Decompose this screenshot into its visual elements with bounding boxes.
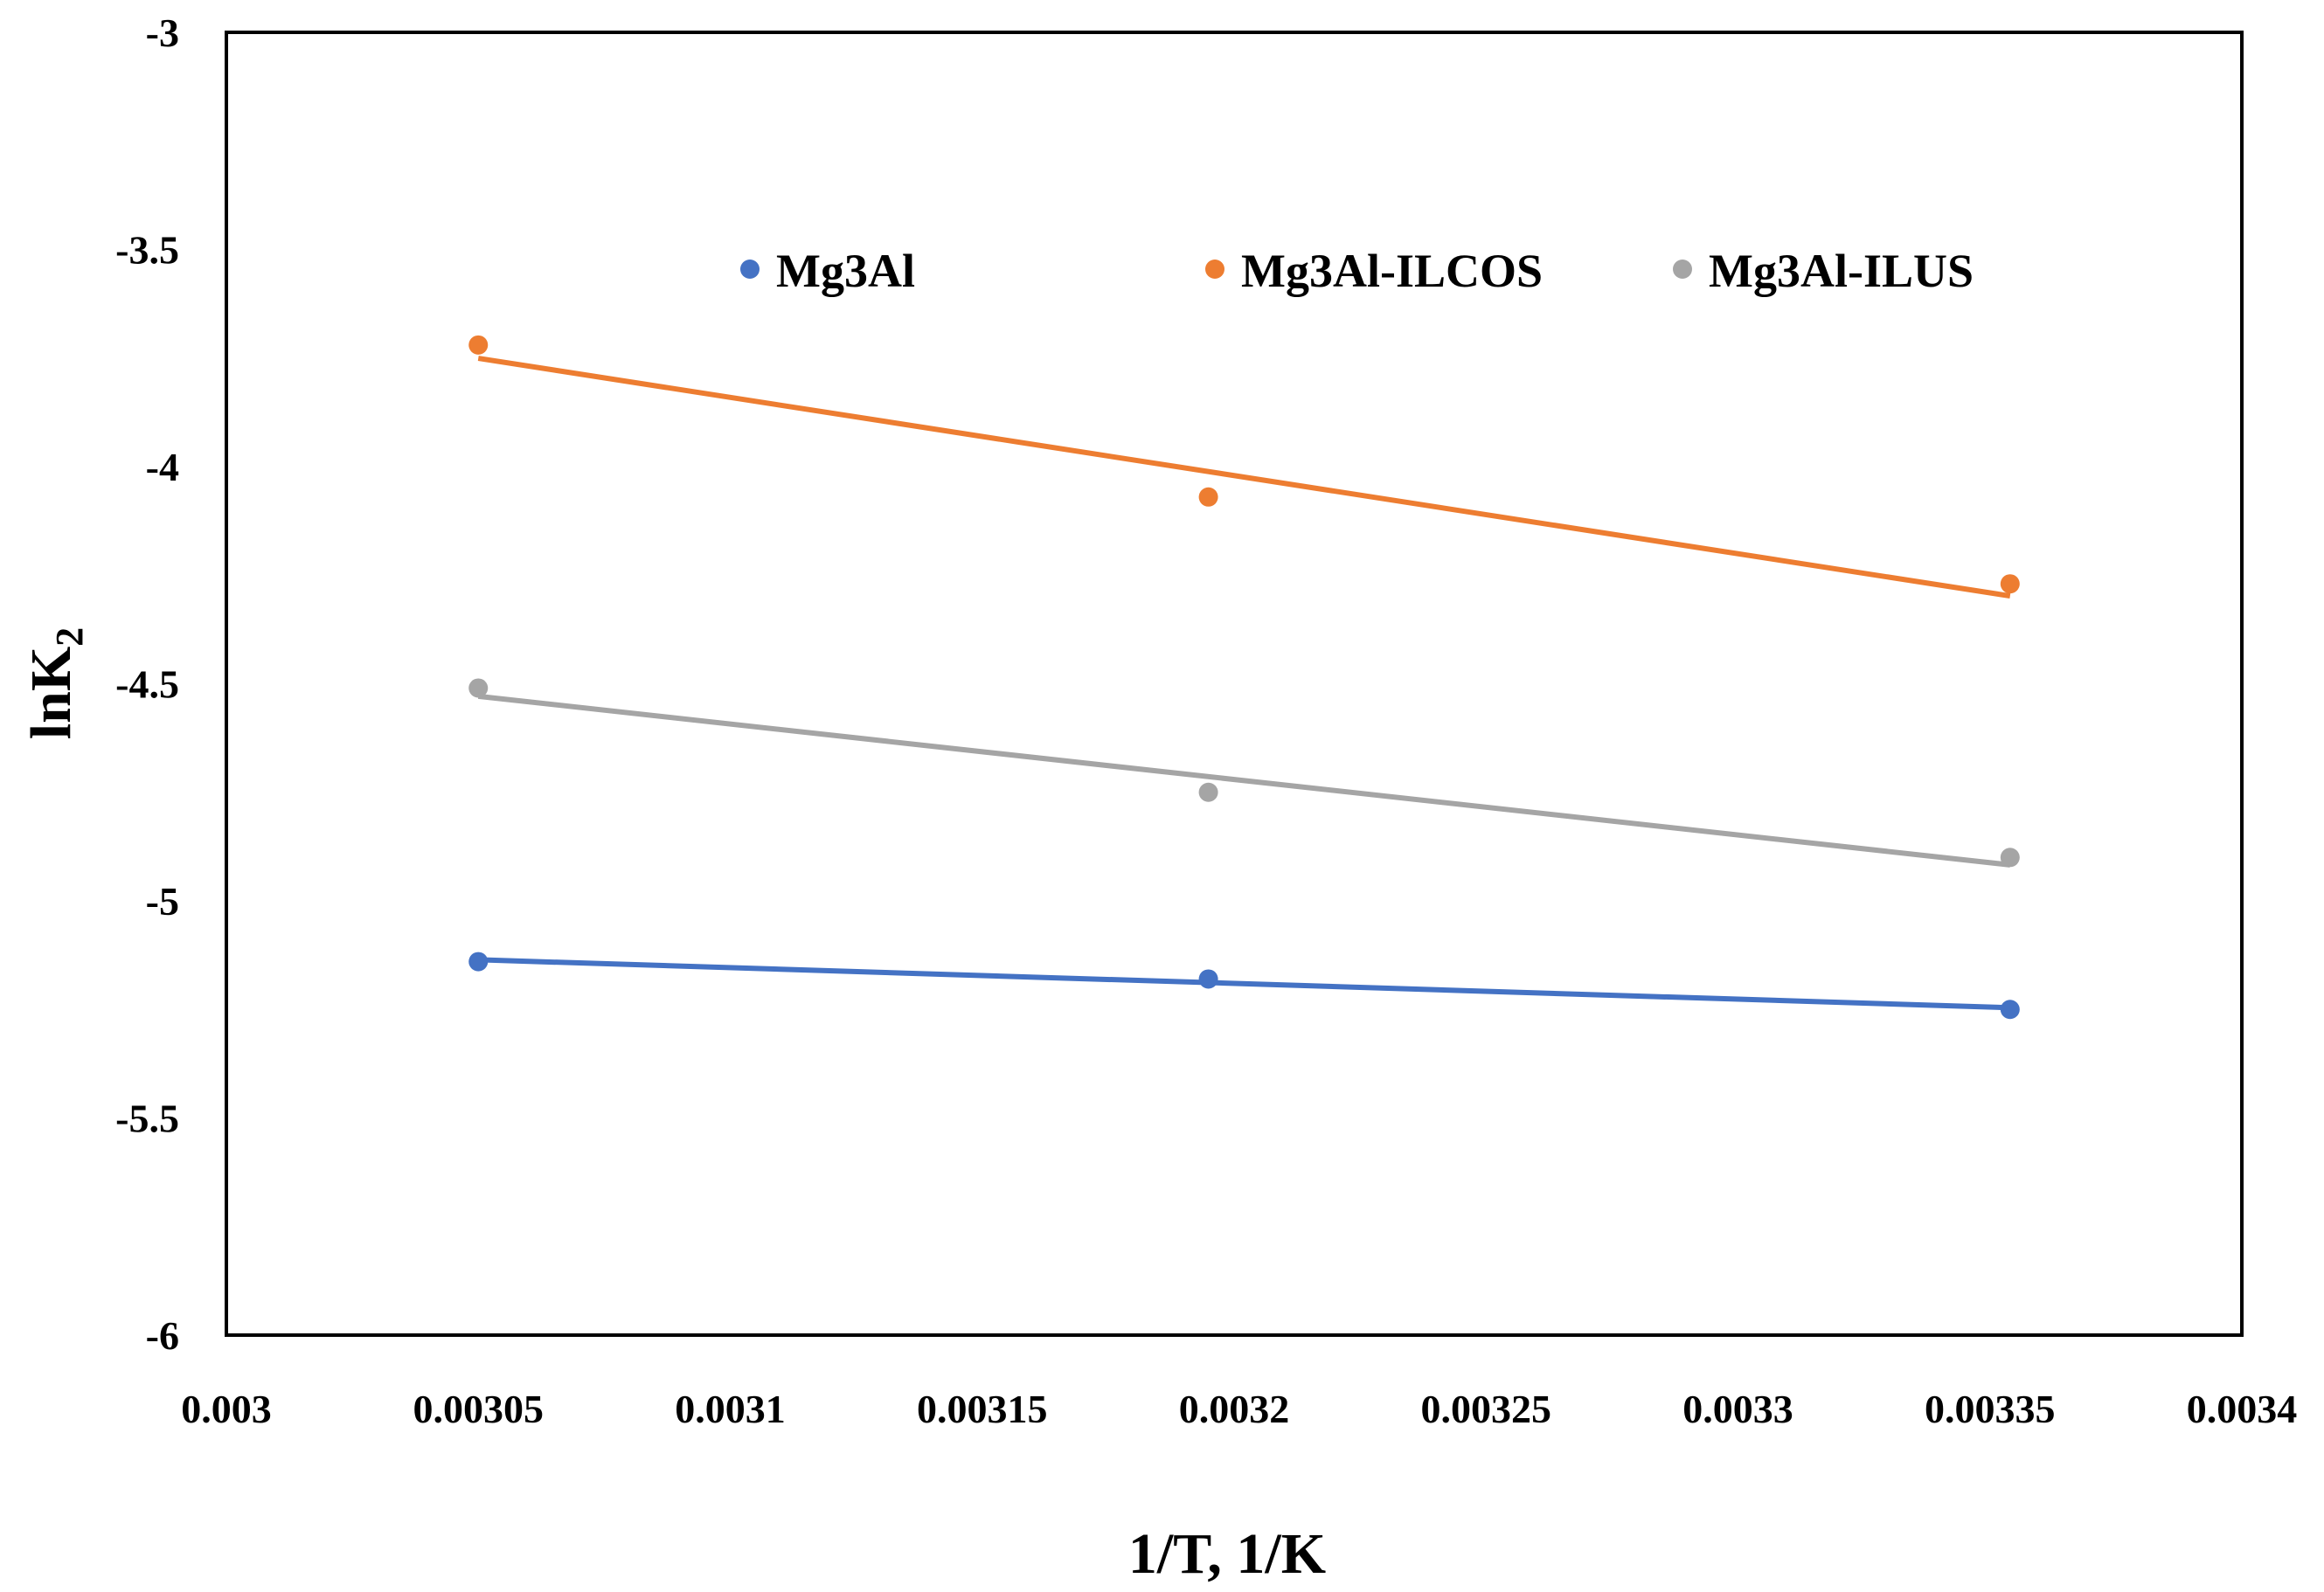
x-tick-label: 0.00305 (413, 1387, 545, 1431)
x-tick-label: 0.0034 (2187, 1387, 2298, 1431)
y-axis-title-main: lnK (19, 647, 83, 739)
y-tick-label: -3.5 (115, 228, 179, 273)
data-point (468, 335, 489, 355)
data-point (1198, 487, 1218, 507)
data-point (2000, 848, 2020, 868)
legend-label: Mg3Al (776, 245, 915, 297)
x-tick-label: 0.0032 (1179, 1387, 1290, 1431)
legend: Mg3Al Mg3Al-ILCOS Mg3Al-ILUS (740, 245, 1974, 297)
y-tick-label: -4 (146, 445, 179, 489)
y-axis-title-subscript: 2 (48, 627, 91, 647)
legend-marker (740, 260, 760, 279)
y-axis-title: lnK2 (19, 627, 91, 739)
plot-area-frame (225, 31, 2244, 1337)
x-tick-label: 0.0033 (1682, 1387, 1793, 1431)
y-tick-label: -3 (146, 10, 179, 55)
x-tick-label: 0.003 (181, 1387, 272, 1431)
x-axis-ticks: 0.003 0.00305 0.0031 0.00315 0.0032 0.00325 0.… (181, 1387, 2297, 1431)
y-tick-label: -5 (146, 879, 179, 924)
legend-marker (1205, 260, 1224, 279)
y-tick-label: -4.5 (115, 662, 179, 707)
x-tick-label: 0.00335 (1925, 1387, 2056, 1431)
trendline (477, 356, 2011, 599)
trendline (478, 957, 2010, 1011)
x-tick-label: 0.00315 (917, 1387, 1048, 1431)
data-point (1198, 969, 1218, 989)
legend-marker (1673, 260, 1692, 279)
data-point (2000, 1000, 2020, 1020)
y-tick-label: -5.5 (115, 1097, 179, 1141)
legend-label: Mg3Al-ILUS (1709, 245, 1974, 297)
y-axis-ticks: -3 -3.5 -4 -4.5 -5 -5.5 -6 (115, 10, 179, 1358)
data-point (468, 678, 489, 698)
x-axis-title: 1/T, 1/K (1128, 1522, 1326, 1586)
trendlines (477, 356, 2011, 1011)
legend-label: Mg3Al-ILCOS (1241, 245, 1543, 297)
trendline (477, 693, 2011, 868)
data-point (2000, 574, 2020, 594)
data-point (468, 952, 489, 972)
x-tick-label: 0.0031 (675, 1387, 786, 1431)
x-tick-label: 0.00325 (1421, 1387, 1552, 1431)
data-point (1198, 782, 1218, 802)
data-points (468, 335, 2020, 1020)
y-tick-label: -6 (146, 1313, 179, 1358)
